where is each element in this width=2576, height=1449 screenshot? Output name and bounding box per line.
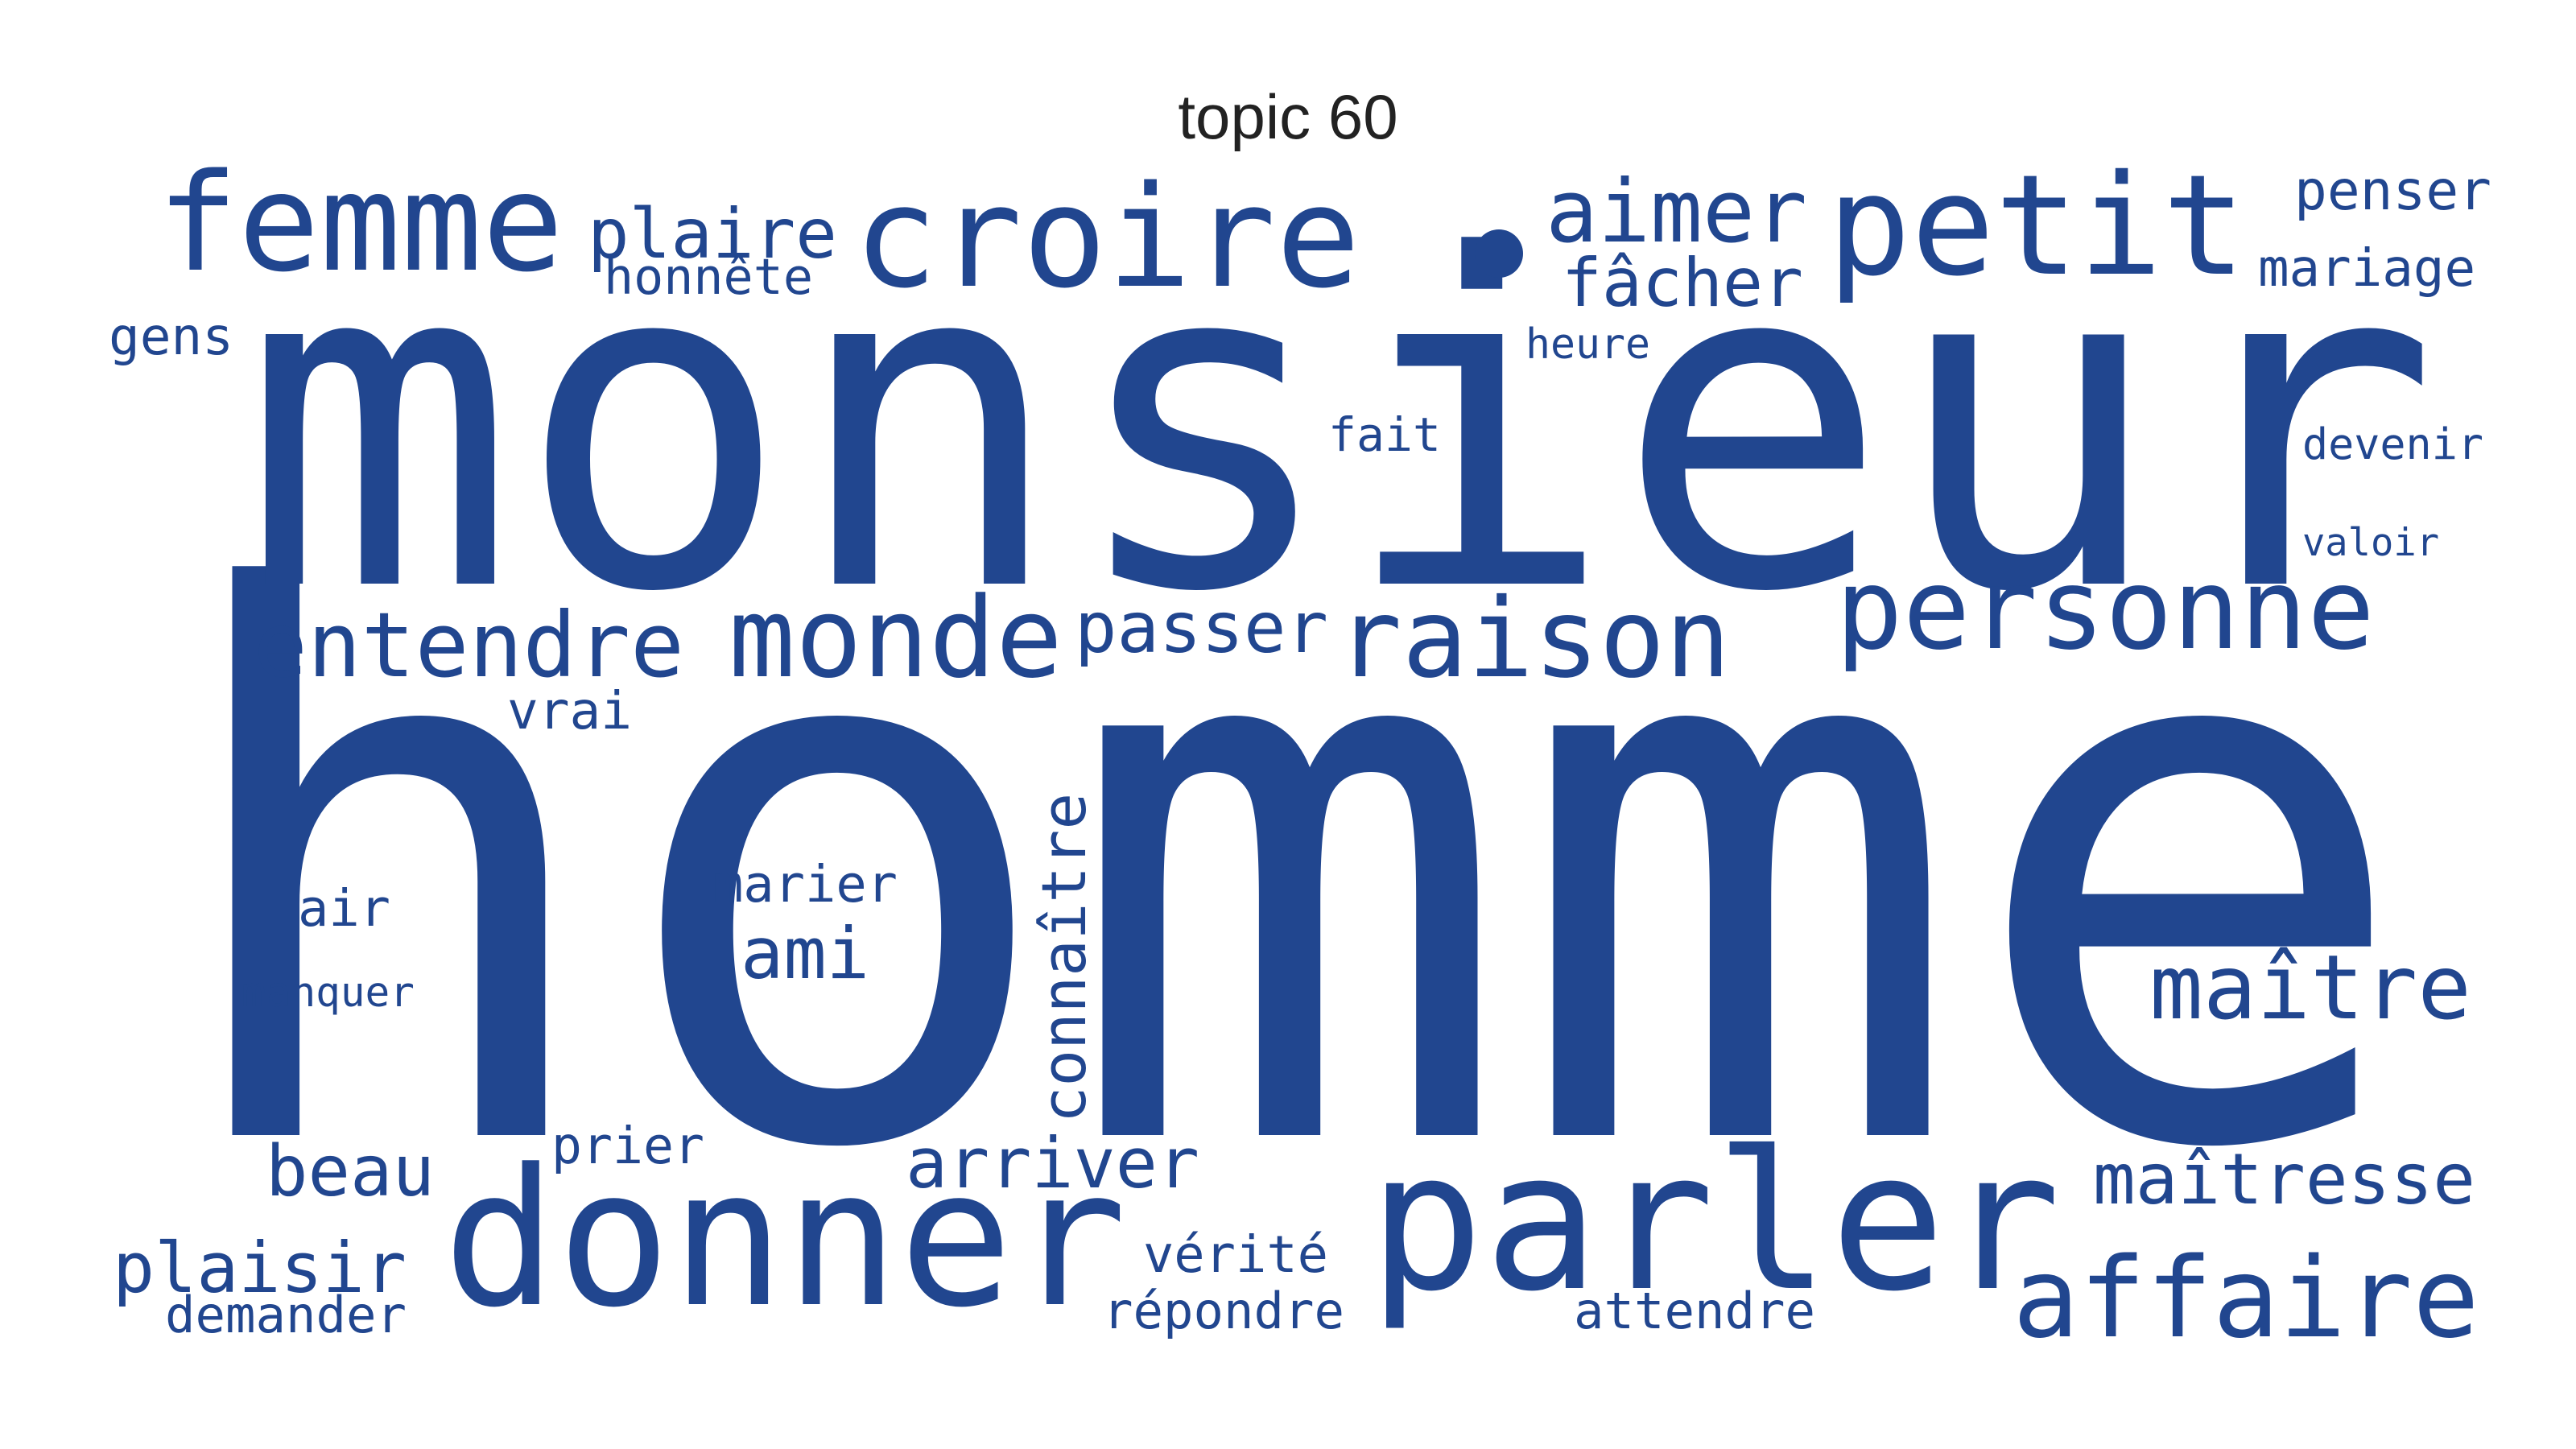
word-parler: parler: [1368, 1111, 2061, 1334]
chart-title: topic 60: [1178, 81, 1398, 152]
word-monde: monde: [729, 573, 1063, 703]
word-manquer: manquer: [242, 969, 415, 1017]
word-monsieur: monsieur: [242, 160, 2439, 691]
word-vrai: vrai: [507, 681, 632, 741]
word-femme: femme: [157, 144, 564, 302]
word-plaisir: plaisir: [113, 1228, 407, 1309]
word-fâcher: fâcher: [1562, 244, 1803, 322]
word-mariage: mariage: [2258, 239, 2475, 299]
stray-dot: [1475, 229, 1523, 278]
word-affaire: affaire: [2013, 1234, 2479, 1363]
word-croire: croire: [853, 156, 1360, 320]
word-personne: personne: [1835, 544, 2375, 675]
word-demander: demander: [165, 1286, 407, 1344]
word-aimer: aimer: [1546, 162, 1807, 262]
word-arriver: arriver: [906, 1124, 1199, 1204]
word-penser: penser: [2294, 159, 2491, 222]
word-homme: homme: [161, 441, 2415, 1312]
word-marier: marier: [712, 855, 898, 914]
word-plaire: plaire: [588, 194, 837, 275]
word-air: air: [298, 879, 390, 939]
word-raison: raison: [1336, 576, 1731, 703]
word-prier: prier: [551, 1116, 704, 1175]
word-fait: fait: [1328, 407, 1441, 462]
word-maîtresse: maîtresse: [2093, 1138, 2475, 1220]
word-ami: ami: [741, 912, 869, 995]
word-devenir: devenir: [2302, 419, 2483, 469]
word-connaître: connaître: [1029, 793, 1100, 1123]
word-passer: passer: [1075, 587, 1328, 669]
word-gens: gens: [109, 307, 233, 367]
word-honnête: honnête: [604, 248, 813, 306]
word-attendre: attendre: [1574, 1282, 1815, 1340]
word-heure: heure: [1525, 320, 1650, 369]
word-beau: beau: [266, 1130, 435, 1212]
word-donner: donner: [443, 1129, 1127, 1349]
word-valoir: valoir: [2302, 521, 2439, 565]
word-maître: maître: [2149, 936, 2471, 1040]
word-répondre: répondre: [1103, 1282, 1344, 1340]
word-petit: petit: [1827, 145, 2246, 307]
word-entendre: entendre: [254, 594, 684, 698]
word-vérité: vérité: [1143, 1225, 1328, 1285]
